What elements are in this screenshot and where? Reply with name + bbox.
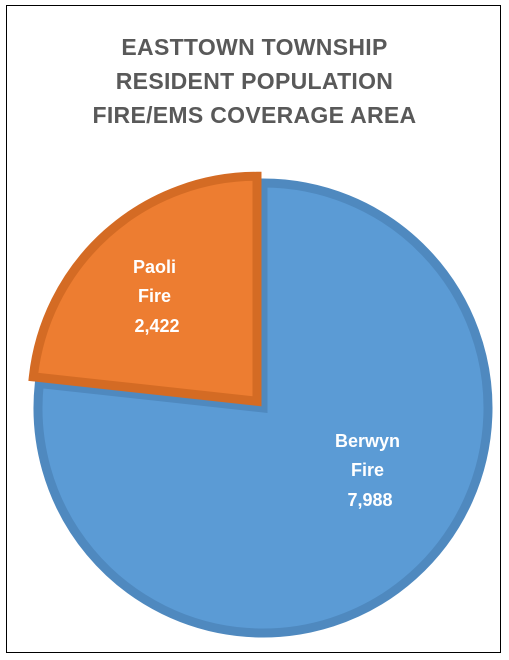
slice-label-berwyn-value: 7,988 [347, 490, 392, 510]
slice-label-paoli: Paoli Fire 2,422 [133, 257, 181, 336]
chart-title-line-1: EASTTOWN TOWNSHIP [121, 34, 388, 60]
pie-slice-berwyn-fire [33, 178, 493, 638]
slice-label-berwyn: Berwyn Fire 7,988 [335, 431, 405, 510]
slice-label-paoli-line-1: Paoli [133, 257, 176, 277]
slice-label-paoli-value: 2,422 [134, 316, 179, 336]
chart-title-line-2: RESIDENT POPULATION [115, 68, 394, 94]
slice-label-berwyn-line-2: Fire [351, 460, 384, 480]
chart-title: EASTTOWN TOWNSHIP RESIDENT POPULATION FI… [0, 30, 509, 132]
pie-slice-paoli-fire [28, 171, 262, 407]
chart-title-line-3: FIRE/EMS COVERAGE AREA [92, 102, 417, 128]
slice-label-paoli-line-2: Fire [138, 286, 171, 306]
slice-label-berwyn-line-1: Berwyn [335, 431, 400, 451]
